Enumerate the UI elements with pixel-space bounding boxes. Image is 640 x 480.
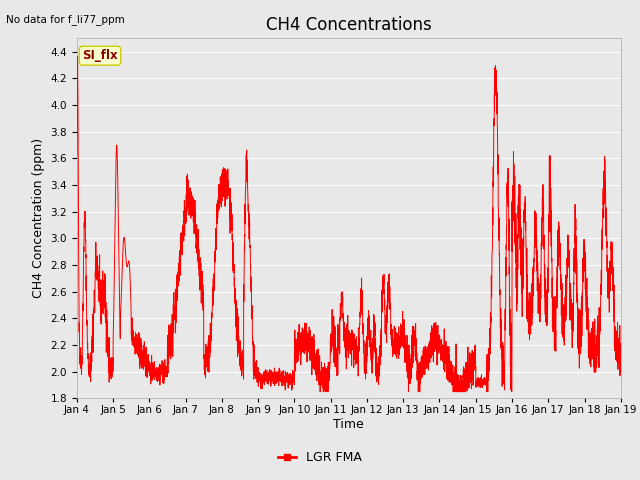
Title: CH4 Concentrations: CH4 Concentrations — [266, 16, 431, 34]
Text: No data for f_li77_ppm: No data for f_li77_ppm — [6, 14, 125, 25]
Legend: LGR FMA: LGR FMA — [273, 446, 367, 469]
X-axis label: Time: Time — [333, 418, 364, 431]
Y-axis label: CH4 Concentration (ppm): CH4 Concentration (ppm) — [32, 138, 45, 299]
Text: SI_flx: SI_flx — [82, 49, 118, 62]
